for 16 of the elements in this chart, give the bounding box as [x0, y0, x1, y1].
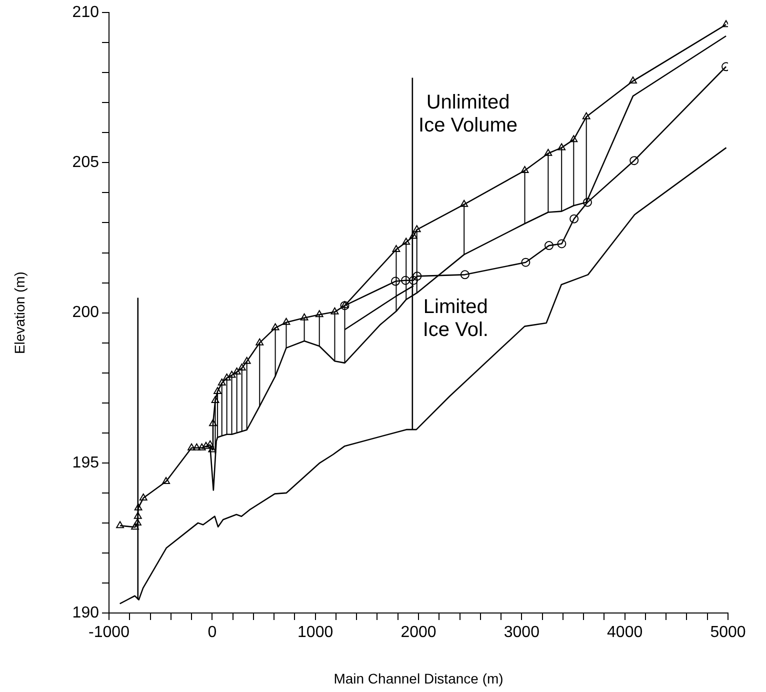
annotation: Unlimited Ice Volume — [418, 92, 518, 137]
x-tick-label: 5000 — [710, 624, 746, 642]
x-axis-title: Main Channel Distance (m) — [334, 670, 504, 686]
y-tick-label: 195 — [72, 454, 100, 472]
y-tick-label: 205 — [72, 154, 100, 172]
x-tick-label: -1000 — [88, 624, 130, 642]
x-tick-label: 1000 — [298, 624, 334, 642]
x-tick-label: 3000 — [504, 624, 540, 642]
y-tick-label: 210 — [72, 4, 100, 22]
y-tick-label: 200 — [72, 304, 100, 322]
x-tick-label: 4000 — [607, 624, 643, 642]
x-tick-label: 0 — [208, 624, 217, 642]
y-tick-label: 190 — [72, 604, 100, 622]
x-tick-label: 2000 — [400, 624, 436, 642]
y-axis-title: Elevation (m) — [11, 272, 28, 354]
annotation: Limited Ice Vol. — [422, 296, 488, 341]
